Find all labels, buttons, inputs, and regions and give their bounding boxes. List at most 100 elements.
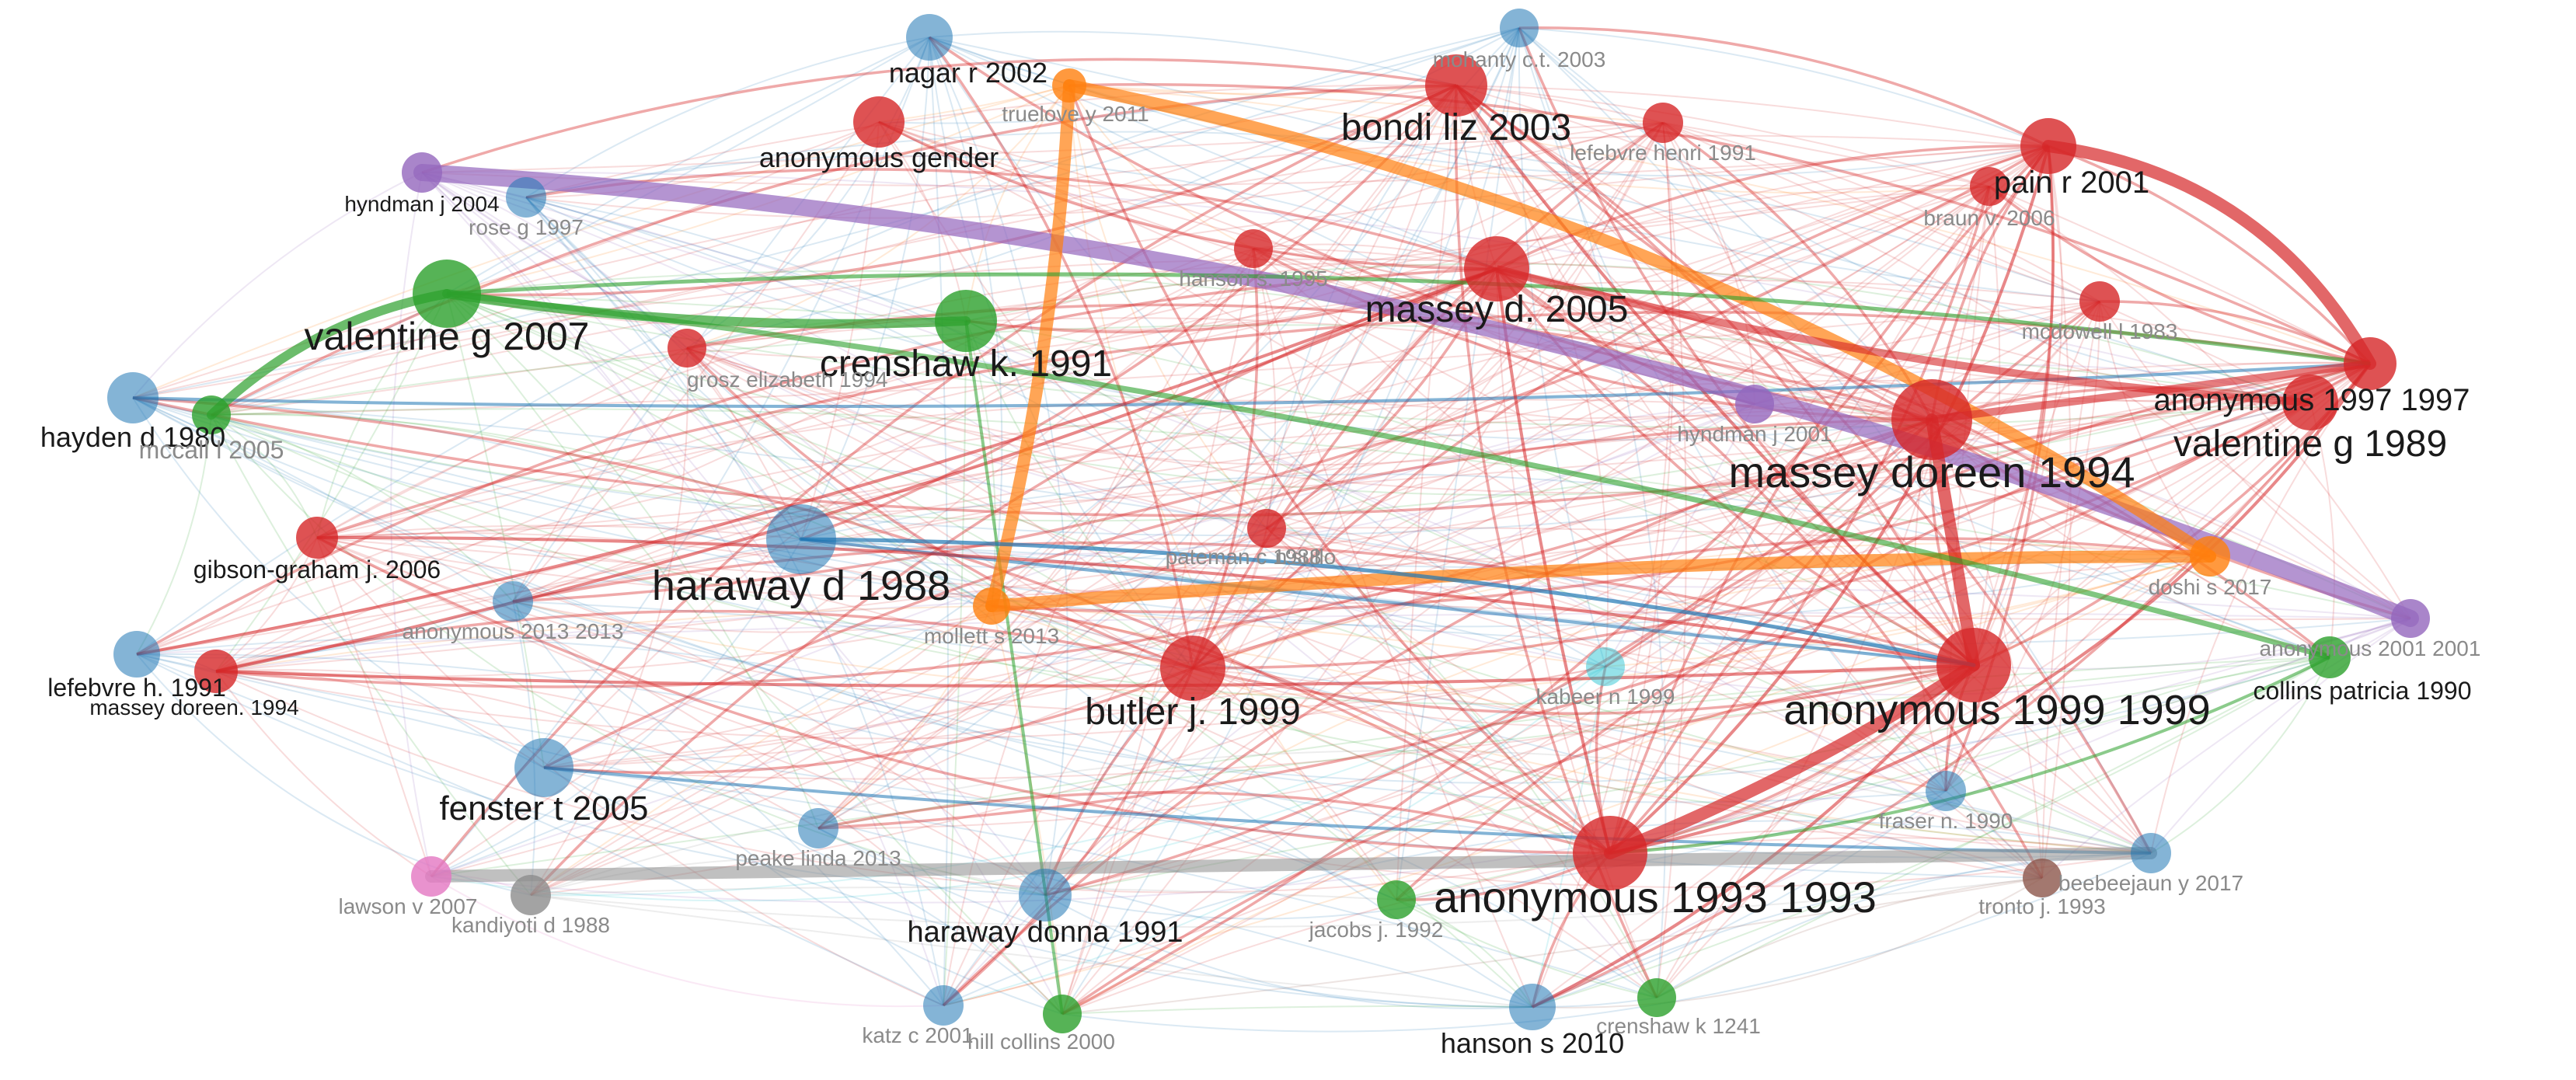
- link-line: [1496, 268, 1975, 666]
- node-lawson[interactable]: [411, 856, 451, 897]
- link-line: [1061, 852, 1611, 1015]
- link-line: [1609, 145, 2050, 855]
- link-line: [543, 403, 1755, 768]
- node-peake[interactable]: [798, 808, 838, 848]
- node-katz[interactable]: [923, 985, 964, 1026]
- node-bondi[interactable]: [1425, 54, 1487, 117]
- node-kandiyoti[interactable]: [511, 875, 551, 915]
- node-mollett[interactable]: [973, 587, 1010, 625]
- link-line: [1455, 85, 2411, 619]
- node-crenshaw1991[interactable]: [935, 290, 997, 352]
- node-mcdowell[interactable]: [2079, 281, 2120, 322]
- node-label-anon2001: anonymous 2001 2001: [2260, 636, 2481, 660]
- link-line: [211, 413, 802, 540]
- link-line: [525, 197, 1533, 1008]
- node-pain[interactable]: [2020, 118, 2076, 174]
- node-masseydot[interactable]: [194, 650, 238, 693]
- node-hillcollins[interactable]: [1043, 995, 1082, 1033]
- node-mccall[interactable]: [192, 395, 231, 434]
- link-line: [421, 145, 2049, 187]
- node-hyndman2001[interactable]: [1735, 385, 1774, 423]
- link-line: [316, 145, 2049, 538]
- link-line: [800, 538, 1606, 667]
- node-grosz[interactable]: [668, 329, 706, 368]
- node-hayden[interactable]: [107, 372, 159, 423]
- link-line: [929, 37, 1068, 896]
- link-line: [132, 172, 423, 399]
- node-lefebvreh[interactable]: [113, 631, 160, 678]
- link-line: [929, 30, 1457, 86]
- node-rose[interactable]: [506, 177, 546, 218]
- link-line: [1609, 186, 1991, 855]
- node-kabeer[interactable]: [1586, 647, 1625, 686]
- link-line: [430, 186, 1990, 877]
- link-line: [132, 362, 2371, 408]
- link-line: [1253, 248, 2311, 404]
- link-line: [1266, 186, 1990, 529]
- link-line: [215, 293, 448, 672]
- link-line: [1930, 418, 2211, 558]
- node-hyndman2004[interactable]: [402, 152, 442, 193]
- node-anongender[interactable]: [853, 96, 905, 148]
- node-label-nagar: nagar r 2002: [889, 57, 1047, 89]
- node-braun[interactable]: [1970, 167, 2009, 206]
- link-line: [446, 121, 880, 294]
- node-nagar[interactable]: [906, 14, 953, 61]
- node-fenster[interactable]: [514, 738, 573, 797]
- node-haraway1991[interactable]: [1019, 869, 1072, 921]
- link-line: [1754, 186, 1990, 405]
- node-truelove[interactable]: [1052, 68, 1086, 103]
- link-line: [316, 537, 1063, 1015]
- link-line: [529, 267, 1497, 897]
- node-butler[interactable]: [1160, 636, 1225, 701]
- node-hanson1995[interactable]: [1234, 229, 1273, 268]
- node-anon2013[interactable]: [493, 581, 533, 622]
- link-line: [1068, 83, 2371, 365]
- link-line: [525, 197, 802, 540]
- node-valentine1989[interactable]: [2282, 375, 2338, 430]
- node-massey2005[interactable]: [1464, 236, 1529, 301]
- link-line: [316, 186, 1990, 538]
- node-anon1993[interactable]: [1573, 816, 1647, 890]
- link-line: [211, 408, 2411, 619]
- link-line: [1266, 528, 2152, 854]
- node-gibson[interactable]: [296, 517, 338, 559]
- link-line: [1061, 419, 1933, 1015]
- link-line: [543, 767, 1657, 998]
- node-label-fenster: fenster t 2005: [439, 789, 648, 827]
- node-hanson2010[interactable]: [1509, 984, 1556, 1030]
- link-line: [1989, 186, 2371, 364]
- node-anon2001[interactable]: [2391, 599, 2430, 638]
- node-label-gibson: gibson-graham j. 2006: [193, 556, 441, 584]
- link-line: [1609, 362, 2372, 855]
- link-line: [1988, 185, 2371, 365]
- node-anon1997[interactable]: [2344, 337, 2396, 390]
- link-line: [132, 397, 1947, 803]
- node-label-anon2013: anonymous 2013 2013: [403, 619, 624, 643]
- node-valentine2007[interactable]: [413, 260, 481, 328]
- node-collins1990[interactable]: [2309, 636, 2351, 678]
- nodes-layer: [107, 9, 2430, 1033]
- node-jacobs[interactable]: [1377, 880, 1416, 919]
- node-tronto[interactable]: [2023, 859, 2062, 897]
- node-anon1999[interactable]: [1936, 628, 2011, 702]
- link-line: [1931, 419, 2043, 879]
- node-pateman[interactable]: [1247, 509, 1286, 548]
- node-crenshaw1241[interactable]: [1637, 978, 1676, 1017]
- link-line: [1989, 186, 2411, 619]
- node-lefebvrehenri[interactable]: [1643, 103, 1683, 143]
- link-line: [215, 85, 1457, 672]
- link-line: [316, 537, 944, 1006]
- link-line: [1266, 403, 1755, 529]
- link-line: [686, 347, 992, 607]
- node-beebeejaun[interactable]: [2131, 833, 2171, 873]
- link-line: [800, 84, 1458, 541]
- node-massey1994[interactable]: [1891, 379, 1972, 460]
- node-fraser[interactable]: [1926, 771, 1966, 811]
- link-line: [2150, 618, 2411, 854]
- node-haraway1988[interactable]: [766, 504, 836, 574]
- link-line: [1518, 26, 2049, 148]
- link-line: [543, 767, 1063, 1015]
- node-mohanty[interactable]: [1500, 9, 1539, 47]
- node-doshi[interactable]: [2190, 536, 2230, 577]
